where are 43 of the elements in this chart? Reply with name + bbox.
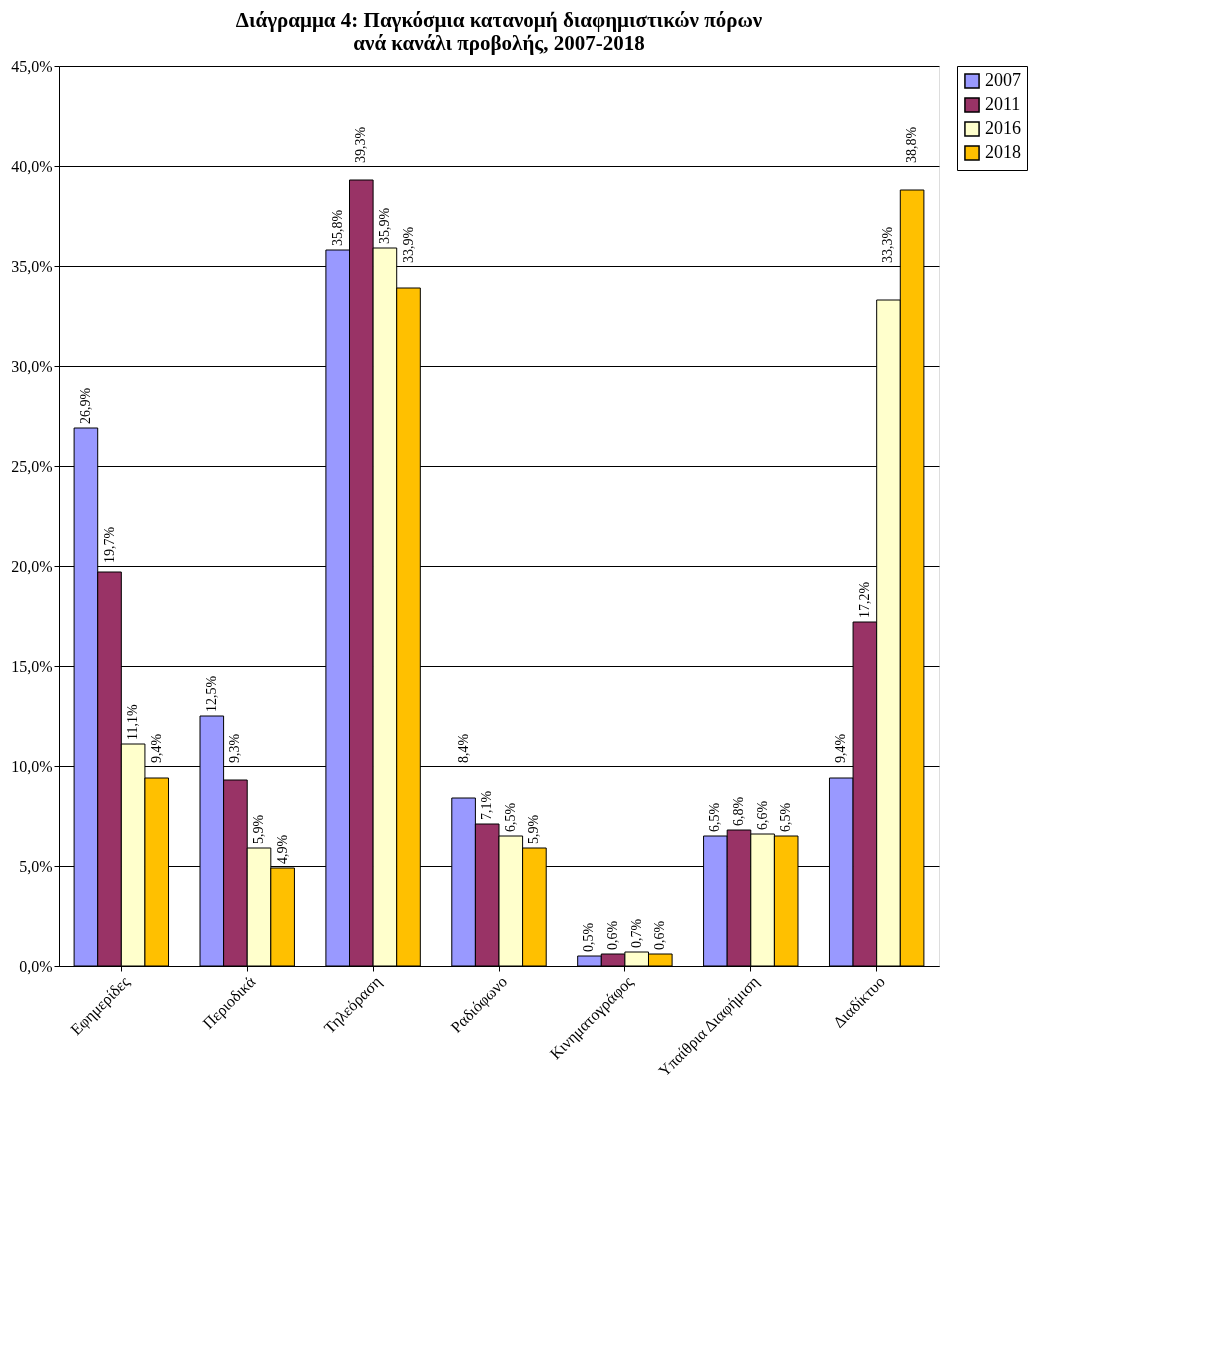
data-label: 6,5% (707, 802, 723, 832)
data-label: 6,5% (502, 802, 518, 832)
y-tick-label: 15,0% (11, 657, 53, 675)
y-tick-label: 25,0% (11, 457, 53, 475)
data-label: 12,5% (203, 675, 219, 712)
data-label: 9,3% (227, 733, 243, 763)
data-label: 0,6% (605, 920, 621, 950)
data-label: 33,3% (880, 226, 896, 263)
y-tick-label: 45,0% (11, 57, 53, 75)
data-label: 35,9% (376, 207, 392, 244)
y-tick-label: 5,0% (19, 857, 53, 875)
legend-label: 2007 (985, 70, 1021, 90)
data-label: 4,9% (274, 834, 290, 864)
data-label: 11,1% (125, 704, 141, 740)
y-tick-label: 20,0% (11, 557, 53, 575)
y-tick-label: 0,0% (19, 957, 53, 975)
data-label: 0,7% (628, 918, 644, 948)
data-label: 35,8% (329, 209, 345, 246)
data-label: 5,9% (251, 814, 267, 844)
y-tick-label: 10,0% (11, 757, 53, 775)
y-tick-label: 30,0% (11, 357, 53, 375)
y-tick-label: 35,0% (11, 257, 53, 275)
data-label: 5,9% (526, 814, 542, 844)
data-label: 33,9% (400, 226, 416, 263)
data-label: 6,5% (778, 802, 794, 832)
y-tick-label: 40,0% (11, 157, 53, 175)
legend-label: 2018 (985, 142, 1021, 162)
data-label: 17,2% (856, 581, 872, 618)
data-label: 6,6% (754, 800, 770, 830)
data-label: 9,4% (833, 733, 849, 763)
chart-title: Διάγραμμα 4: Παγκόσμια κατανομή διαφημιστικών πόρων ανά κανάλι προβολής, 2007-2018 (235, 8, 763, 55)
data-label: 38,8% (904, 126, 920, 163)
data-label: 9,4% (148, 733, 164, 763)
data-label: 7,1% (479, 790, 495, 820)
data-label: 19,7% (101, 526, 117, 563)
data-label: 8,4% (455, 733, 471, 763)
legend-label: 2011 (985, 94, 1021, 114)
data-label: 39,3% (353, 126, 369, 163)
data-label: 26,9% (77, 387, 93, 424)
data-label: 0,6% (652, 920, 668, 950)
legend-label: 2016 (985, 118, 1021, 138)
data-label: 6,8% (730, 796, 746, 826)
data-label: 0,5% (581, 922, 597, 952)
